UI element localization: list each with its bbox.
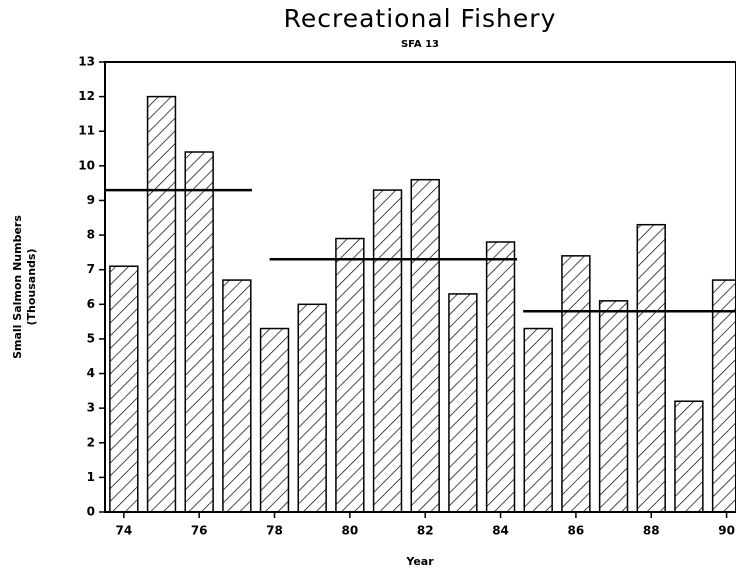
chart-title: Recreational Fishery [284, 4, 557, 33]
y-tick-label: 4 [87, 366, 95, 380]
x-tick-label: 86 [568, 524, 585, 538]
x-tick-label: 80 [342, 524, 359, 538]
x-tick-label: 82 [417, 524, 434, 538]
y-tick-label: 10 [78, 158, 95, 172]
bar [598, 300, 629, 513]
y-tick-label: 0 [87, 505, 95, 519]
bar [523, 327, 553, 513]
y-tick-label: 3 [87, 401, 95, 415]
y-tick-label: 1 [87, 470, 95, 484]
bar [335, 237, 365, 513]
y-tick-label: 7 [87, 262, 95, 276]
x-tick-label: 78 [266, 524, 283, 538]
bar [146, 95, 177, 513]
bar [711, 279, 736, 513]
bar [561, 255, 591, 513]
y-axis-label: Small Salmon Numbers [11, 215, 24, 359]
bar [222, 279, 252, 513]
bar [184, 151, 214, 513]
x-tick-label: 74 [115, 524, 132, 538]
y-tick-label: 8 [87, 228, 95, 242]
bar [372, 189, 403, 513]
y-tick-label: 9 [87, 193, 95, 207]
x-axis-label: Year [405, 555, 434, 568]
y-tick-label: 11 [78, 124, 95, 138]
x-tick-label: 76 [191, 524, 208, 538]
plot-frame [104, 61, 736, 513]
y-tick-label: 6 [87, 297, 95, 311]
y-tick-label: 5 [87, 331, 95, 345]
x-tick-label: 88 [643, 524, 660, 538]
bar [636, 223, 666, 513]
y-tick-label: 13 [78, 55, 95, 69]
y-axis-label: (Thousands) [25, 249, 38, 326]
y-tick-label: 2 [87, 435, 95, 449]
bar [259, 327, 290, 513]
x-tick-label: 90 [718, 524, 735, 538]
bar [448, 293, 478, 513]
y-tick-label: 12 [78, 89, 95, 103]
x-tick-label: 84 [492, 524, 509, 538]
bar [674, 400, 704, 513]
bar [485, 241, 516, 513]
bar [109, 265, 139, 513]
bar [410, 178, 440, 513]
chart-subtitle: SFA 13 [401, 39, 439, 50]
bar [297, 303, 327, 513]
